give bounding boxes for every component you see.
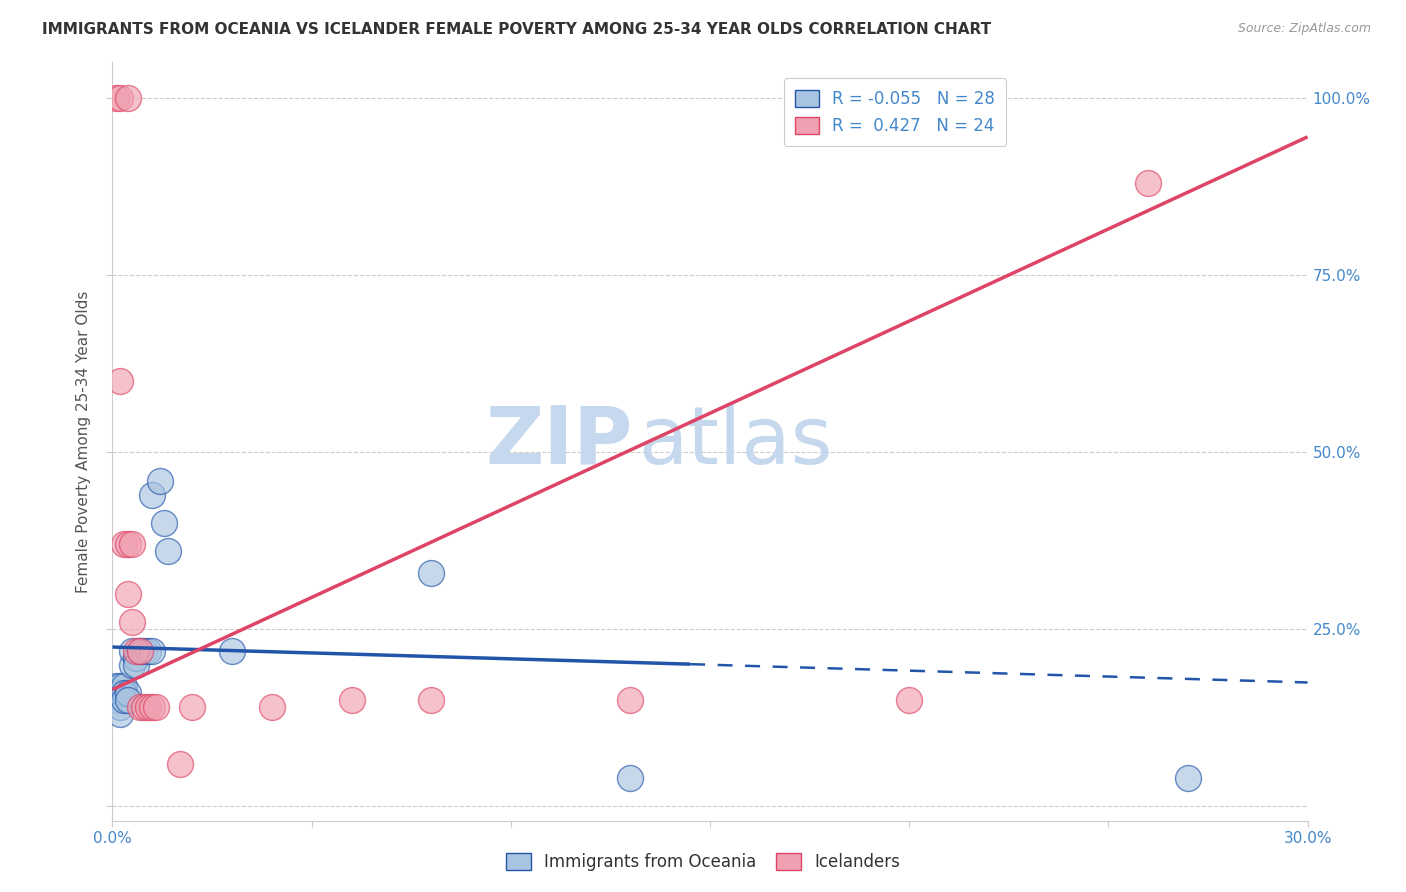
- Point: [105, 693, 128, 707]
- Point: [121, 615, 143, 630]
- Point: [134, 643, 156, 657]
- Point: [420, 566, 443, 580]
- Point: [110, 374, 132, 388]
- Point: [141, 700, 163, 714]
- Point: [149, 474, 172, 488]
- Point: [121, 643, 143, 657]
- Point: [110, 686, 132, 700]
- Point: [145, 700, 167, 714]
- Point: [110, 707, 132, 722]
- Point: [141, 488, 163, 502]
- Point: [121, 657, 143, 672]
- Text: ZIP: ZIP: [485, 402, 633, 481]
- Point: [117, 537, 139, 551]
- Point: [117, 91, 139, 105]
- Point: [125, 650, 148, 665]
- Point: [114, 686, 135, 700]
- Point: [1177, 771, 1199, 785]
- Point: [114, 693, 135, 707]
- Point: [117, 587, 139, 601]
- Point: [138, 700, 160, 714]
- Y-axis label: Female Poverty Among 25-34 Year Olds: Female Poverty Among 25-34 Year Olds: [76, 291, 91, 592]
- Point: [169, 756, 191, 771]
- Point: [134, 700, 156, 714]
- Point: [129, 643, 152, 657]
- Point: [117, 686, 139, 700]
- Point: [129, 643, 152, 657]
- Point: [619, 693, 641, 707]
- Text: IMMIGRANTS FROM OCEANIA VS ICELANDER FEMALE POVERTY AMONG 25-34 YEAR OLDS CORREL: IMMIGRANTS FROM OCEANIA VS ICELANDER FEM…: [42, 22, 991, 37]
- Point: [129, 700, 152, 714]
- Point: [114, 679, 135, 693]
- Point: [110, 679, 132, 693]
- Text: Source: ZipAtlas.com: Source: ZipAtlas.com: [1237, 22, 1371, 36]
- Text: atlas: atlas: [638, 402, 832, 481]
- Point: [125, 657, 148, 672]
- Point: [221, 643, 243, 657]
- Point: [110, 700, 132, 714]
- Point: [420, 693, 443, 707]
- Point: [1137, 176, 1160, 190]
- Point: [105, 679, 128, 693]
- Point: [157, 544, 180, 558]
- Point: [125, 643, 148, 657]
- Point: [898, 693, 921, 707]
- Point: [619, 771, 641, 785]
- Point: [260, 700, 283, 714]
- Point: [181, 700, 204, 714]
- Legend: Immigrants from Oceania, Icelanders: Immigrants from Oceania, Icelanders: [498, 845, 908, 880]
- Point: [153, 516, 176, 530]
- Point: [138, 643, 160, 657]
- Point: [340, 693, 363, 707]
- Point: [141, 643, 163, 657]
- Point: [110, 91, 132, 105]
- Point: [105, 91, 128, 105]
- Point: [114, 537, 135, 551]
- Point: [121, 537, 143, 551]
- Point: [117, 693, 139, 707]
- Point: [129, 643, 152, 657]
- Legend: R = -0.055   N = 28, R =  0.427   N = 24: R = -0.055 N = 28, R = 0.427 N = 24: [783, 78, 1007, 146]
